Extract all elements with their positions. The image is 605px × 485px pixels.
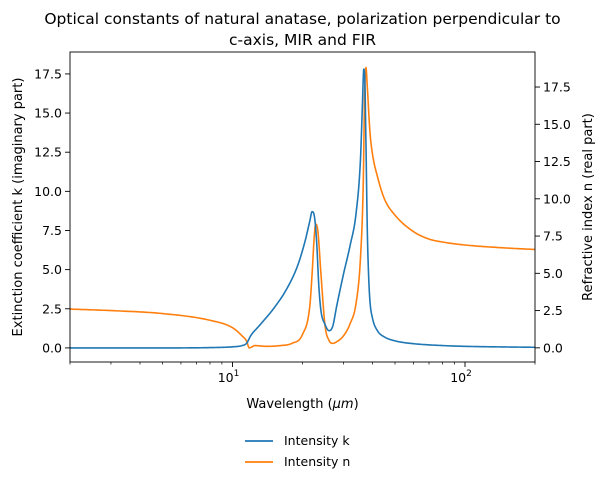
left-y-tick-label-3: 7.5	[42, 223, 62, 238]
series-line-intensity-k	[70, 68, 535, 349]
legend: Intensity k Intensity n	[245, 433, 350, 469]
right-y-tick-label-0: 0.0	[543, 340, 563, 355]
left-y-tick-label-1: 2.5	[42, 301, 62, 316]
x-tick-label-1: 102	[450, 369, 472, 385]
left-y-tick-label-0: 0.0	[42, 340, 62, 355]
left-y-tick-label-6: 15.0	[34, 106, 62, 121]
left-y-tick-label-2: 5.0	[42, 262, 62, 277]
left-y-axis-label: Extinction coefficient k (imaginary part…	[11, 78, 26, 337]
right-y-tick-label-5: 12.5	[543, 154, 571, 169]
right-y-tick-label-4: 10.0	[543, 191, 571, 206]
right-y-tick-label-7: 17.5	[543, 80, 571, 95]
left-y-tick-label-7: 17.5	[34, 66, 62, 81]
legend-label-intensity-n: Intensity n	[284, 454, 350, 469]
x-axis-label: Wavelength (μm)	[246, 397, 358, 412]
x-tick-label-0: 101	[218, 369, 240, 385]
x-axis-ticks: 101 102	[69, 362, 536, 385]
plot-area-frame	[69, 51, 536, 363]
chart-title-line1: Optical constants of natural anatase, po…	[44, 10, 560, 28]
right-y-axis-label: Refractive index n (real part)	[581, 113, 596, 301]
right-y-axis-ticks: 0.0 2.5 5.0 7.5 10.0 12.5 15.0 17.5	[535, 80, 571, 355]
legend-label-intensity-k: Intensity k	[284, 433, 350, 448]
right-y-tick-label-1: 2.5	[543, 303, 563, 318]
series-line-intensity-n	[70, 66, 535, 349]
right-y-tick-label-3: 7.5	[543, 229, 563, 244]
chart-title-line2: c-axis, MIR and FIR	[229, 31, 376, 49]
right-y-tick-label-6: 15.0	[543, 117, 571, 132]
right-y-tick-label-2: 5.0	[543, 266, 563, 281]
left-y-tick-label-4: 10.0	[34, 184, 62, 199]
left-y-tick-label-5: 12.5	[34, 145, 62, 160]
left-y-axis-ticks: 0.0 2.5 5.0 7.5 10.0 12.5 15.0 17.5	[34, 66, 70, 355]
